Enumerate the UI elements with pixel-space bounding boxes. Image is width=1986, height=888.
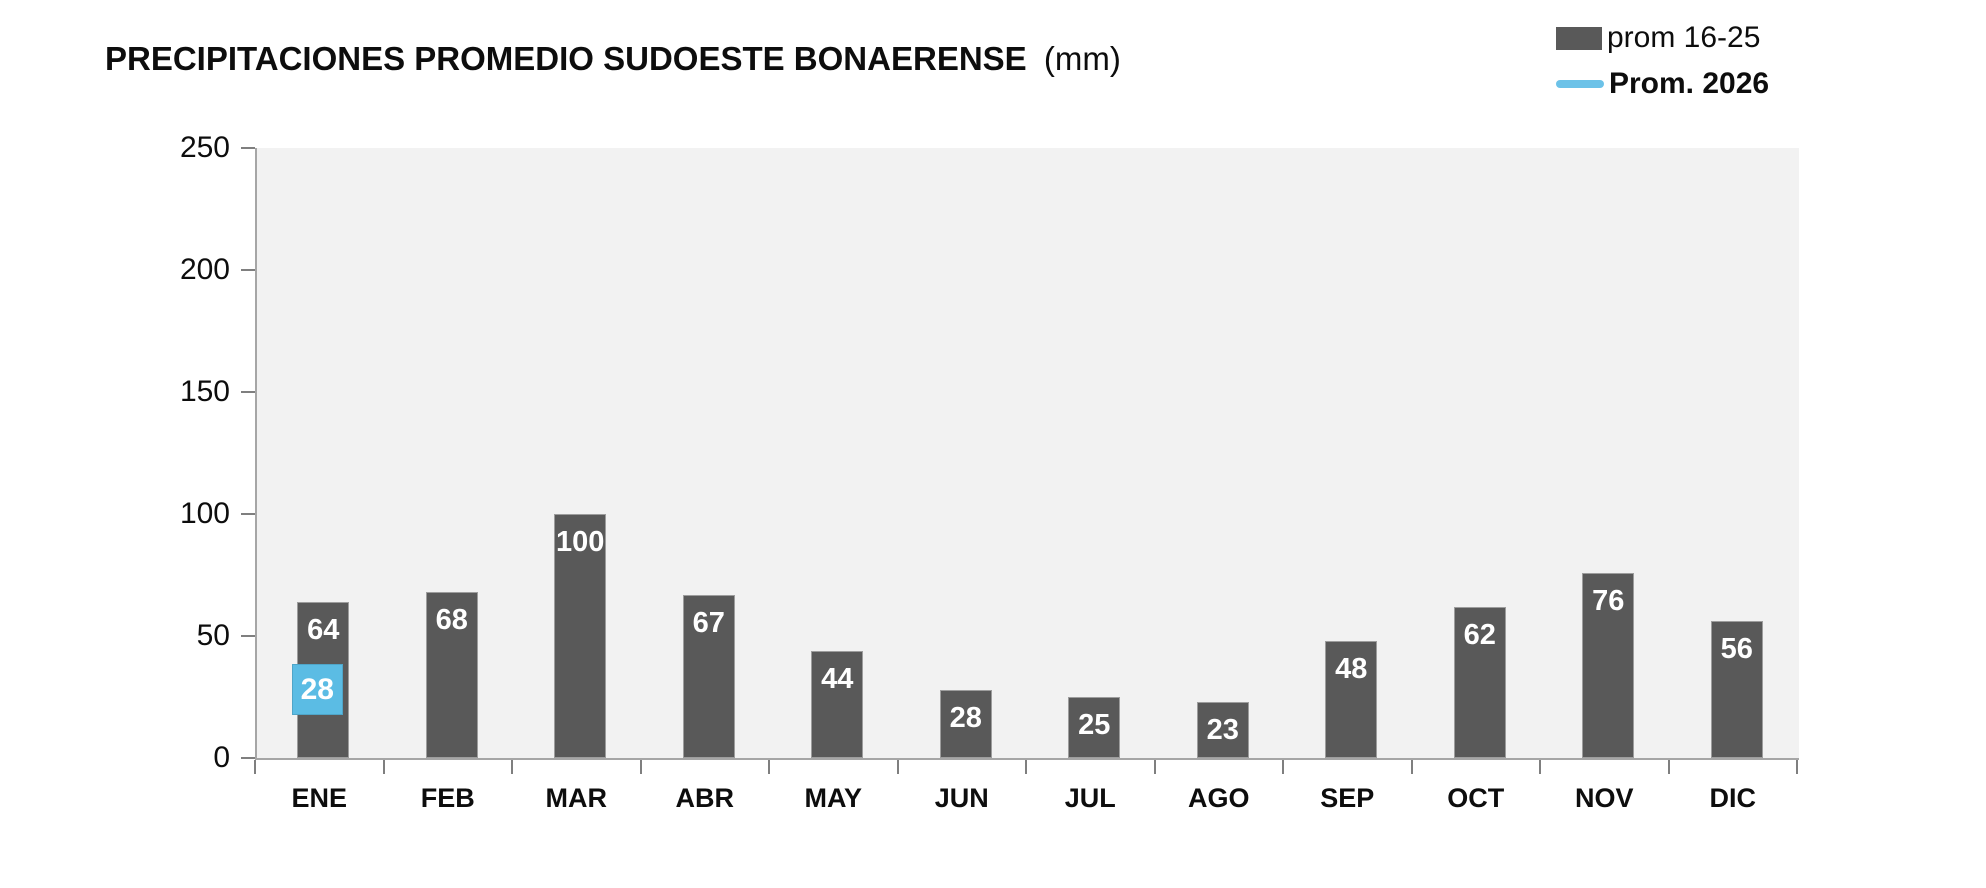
bar-value-label: 25 (1078, 709, 1111, 741)
y-tick-mark (241, 269, 255, 271)
chart-title: PRECIPITACIONES PROMEDIO SUDOESTE BONAER… (105, 40, 1121, 78)
legend: prom 16-25 Prom. 2026 (1556, 21, 1770, 100)
y-tick-mark (241, 757, 255, 759)
x-tick-mark (768, 760, 770, 774)
legend-label-prom-16-25: prom 16-25 (1607, 21, 1761, 54)
y-tick-label: 0 (213, 741, 230, 774)
y-tick-label: 250 (179, 131, 230, 164)
legend-label-prom-2026: Prom. 2026 (1609, 67, 1770, 100)
bar-value-label: 44 (821, 662, 854, 695)
bar-value-label: 56 (1720, 633, 1753, 666)
x-tick-mark (1153, 760, 1156, 774)
y-tick-mark (241, 147, 255, 149)
bar-feb[interactable] (425, 592, 478, 758)
x-tick-mark (511, 760, 513, 774)
x-tick-label-may: MAY (804, 783, 863, 813)
bar-ago[interactable] (1196, 701, 1249, 758)
bar-value-label: 68 (435, 604, 468, 637)
bar-value-label: 48 (1335, 652, 1368, 685)
x-tick-label-jul: JUL (1064, 783, 1116, 813)
bar-value-label: 64 (307, 613, 340, 646)
x-tick-label-feb: FEB (420, 783, 475, 813)
bar-jun[interactable] (939, 689, 992, 758)
x-tick-label-jun: JUN (934, 783, 989, 813)
x-tick-label-mar: MAR (545, 783, 608, 813)
x-tick-mark (639, 760, 642, 774)
legend-line-swatch-icon (1556, 80, 1604, 88)
bar-value-label: 62 (1463, 618, 1496, 651)
bar-may[interactable] (811, 650, 864, 758)
y-tick-mark (241, 513, 255, 515)
x-tick-label-dic: DIC (1709, 783, 1757, 813)
x-tick-mark (1539, 760, 1541, 774)
x-tick-label-nov: NOV (1574, 783, 1634, 813)
bar-dic[interactable] (1710, 621, 1763, 758)
bar-nov[interactable] (1582, 572, 1635, 758)
bar-value-label: 23 (1206, 713, 1239, 746)
x-tick-mark (254, 760, 256, 774)
legend-item-prom-2026[interactable]: Prom. 2026 (1556, 67, 1770, 100)
legend-bar-swatch-icon (1556, 26, 1602, 50)
bar-sep[interactable] (1325, 640, 1378, 758)
prom-2026-marker-ene[interactable]: 28 (291, 664, 343, 716)
y-tick-label: 200 (179, 253, 230, 286)
bar-abr[interactable] (682, 594, 735, 758)
chart-title-main: PRECIPITACIONES PROMEDIO SUDOESTE BONAER… (105, 40, 1027, 77)
y-tick-mark (241, 391, 255, 393)
x-tick-label-ene: ENE (291, 783, 348, 813)
x-tick-mark (896, 760, 899, 774)
x-tick-mark (1282, 760, 1284, 774)
y-tick-label: 100 (179, 497, 230, 530)
x-tick-mark (1410, 760, 1413, 774)
bar-oct[interactable] (1453, 606, 1506, 758)
y-tick-mark (241, 635, 255, 637)
x-tick-label-oct: OCT (1447, 783, 1505, 813)
bar-value-label: 76 (1592, 584, 1625, 617)
x-tick-label-sep: SEP (1320, 783, 1375, 813)
y-tick-label: 150 (179, 375, 230, 408)
y-tick-label: 50 (196, 619, 230, 652)
bar-jul[interactable] (1068, 697, 1121, 758)
chart-title-unit: (mm) (1043, 40, 1121, 77)
x-tick-mark (1796, 760, 1798, 774)
bar-mar[interactable] (554, 514, 607, 758)
bar-value-label: 67 (692, 606, 725, 639)
x-tick-label-ago: AGO (1187, 783, 1250, 813)
x-tick-mark (1025, 760, 1027, 774)
bar-value-label: 100 (556, 526, 605, 558)
x-tick-label-abr: ABR (675, 783, 735, 813)
x-tick-mark (382, 760, 385, 774)
bar-value-label: 28 (949, 701, 982, 734)
legend-item-prom-16-25[interactable]: prom 16-25 (1556, 21, 1769, 54)
x-tick-mark (1667, 760, 1670, 774)
plot-area: 64 28 68 100 67 44 28 25 23 48 62 76 56 (255, 148, 1799, 760)
